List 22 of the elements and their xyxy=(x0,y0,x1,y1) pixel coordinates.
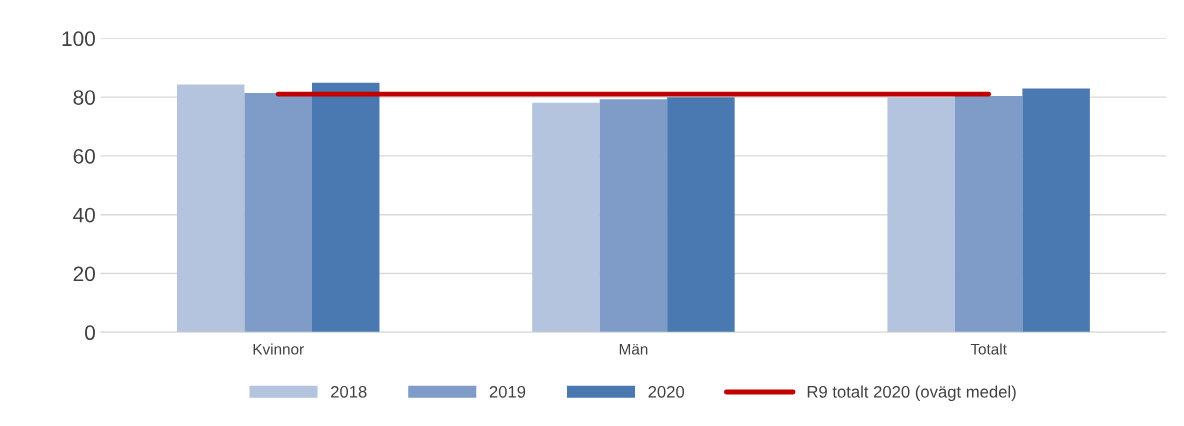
legend-label: 2018 xyxy=(331,385,367,398)
legend-label: 2019 xyxy=(489,385,526,398)
bar xyxy=(667,97,735,333)
bar xyxy=(599,99,668,333)
legend-label: R9 totalt 2020 (ovägt medel) xyxy=(807,385,1016,402)
y-tick-label: 80 xyxy=(73,90,95,105)
y-tick-label: 0 xyxy=(85,325,95,341)
bar xyxy=(177,84,245,333)
bar xyxy=(887,97,955,333)
bar xyxy=(1022,88,1090,333)
x-tick-label: Totalt xyxy=(970,343,1007,355)
x-tick-label: Kvinnor xyxy=(253,343,304,355)
bar xyxy=(311,82,380,333)
bar xyxy=(532,102,600,333)
bar xyxy=(954,95,1023,333)
y-tick-label: 20 xyxy=(73,266,95,282)
y-tick-label: 60 xyxy=(73,148,95,164)
y-tick-label: 40 xyxy=(73,207,95,223)
x-tick-label: Män xyxy=(619,343,648,355)
legend-label: 2020 xyxy=(648,385,685,398)
bar xyxy=(244,93,312,333)
y-tick-label: 100 xyxy=(62,31,95,47)
